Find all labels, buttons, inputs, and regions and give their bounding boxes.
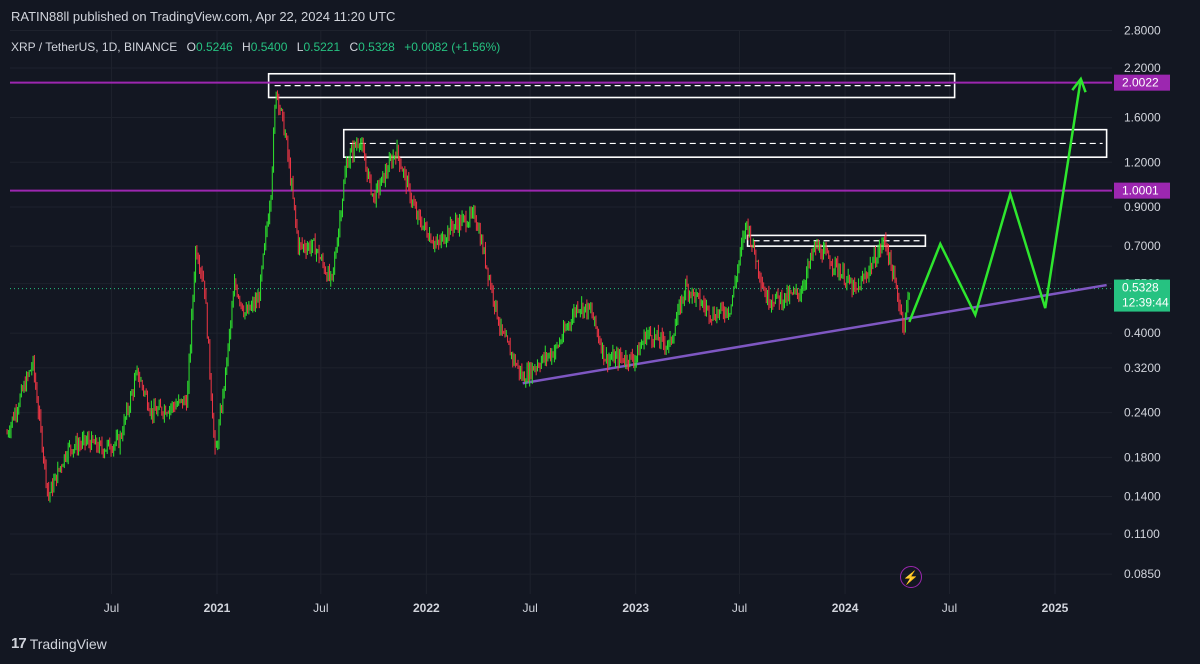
tradingview-logo-icon: 17 xyxy=(11,635,27,652)
y-tick-label: 0.2400 xyxy=(1124,406,1161,420)
projection-zigzag xyxy=(908,78,1083,323)
x-tick-label: 2022 xyxy=(413,601,440,615)
projection-path xyxy=(908,76,1087,323)
close-label: C xyxy=(349,40,359,54)
last-price-text: 0.5328 xyxy=(1122,281,1159,295)
resistance-box xyxy=(746,234,927,247)
resistance-box xyxy=(267,72,956,99)
time-axis[interactable]: Jul 2021 Jul 2022 Jul 2023 Jul 2024 Jul 2025 xyxy=(104,601,1069,615)
level-price-text: 1.0001 xyxy=(1122,184,1159,198)
horizontal-levels xyxy=(10,81,1112,290)
countdown-text: 12:39:44 xyxy=(1122,296,1169,310)
y-tick-label: 1.2000 xyxy=(1124,155,1161,169)
lightning-icon[interactable]: ⚡ xyxy=(900,566,922,588)
y-tick-label: 0.1800 xyxy=(1124,450,1161,464)
last-price-tag xyxy=(1114,279,1170,312)
symbol-label: XRP / TetherUS, 1D, BINANCE xyxy=(11,40,178,54)
y-tick-label: 0.3200 xyxy=(1124,361,1161,375)
high-label: H xyxy=(242,40,251,54)
x-tick-label: Jul xyxy=(732,601,747,615)
change-value: +0.0082 (+1.56%) xyxy=(404,40,501,54)
open-value: 0.5246 xyxy=(195,40,233,54)
y-tick-label: 0.0850 xyxy=(1124,567,1161,581)
tradingview-brand: TradingView xyxy=(29,635,107,652)
x-tick-label: 2023 xyxy=(622,601,649,615)
x-tick-label: Jul xyxy=(313,601,328,615)
x-tick-label: Jul xyxy=(523,601,538,615)
low-label: L xyxy=(296,40,304,54)
publisher-line: RATIN88ll published on TradingView.com, … xyxy=(11,9,396,24)
x-tick-label: Jul xyxy=(104,601,119,615)
x-tick-label: 2021 xyxy=(204,601,231,615)
open-label: O xyxy=(186,40,196,54)
x-tick-label: Jul xyxy=(942,601,957,615)
projection-arrowhead xyxy=(1071,76,1087,93)
high-value: 0.5400 xyxy=(250,40,288,54)
y-tick-label: 0.1100 xyxy=(1124,527,1160,541)
low-value: 0.5221 xyxy=(303,40,341,54)
level-price-tag xyxy=(1114,74,1170,91)
y-tick-label: 0.4000 xyxy=(1124,326,1161,340)
y-tick-label: 1.6000 xyxy=(1124,111,1161,125)
level-price-text: 2.0022 xyxy=(1122,76,1159,90)
y-tick-label: 2.2000 xyxy=(1124,61,1161,75)
close-value: 0.5328 xyxy=(358,40,395,54)
y-tick-label: 0.9000 xyxy=(1124,200,1161,214)
y-tick-label: 2.8000 xyxy=(1124,23,1161,37)
y-tick-label: 0.1400 xyxy=(1124,489,1161,503)
x-tick-label: 2025 xyxy=(1042,601,1069,615)
resistance-box xyxy=(342,128,1108,158)
y-tick-label: 0.7000 xyxy=(1124,239,1161,253)
candles xyxy=(6,90,910,503)
symbol-ohlc-legend: XRP / TetherUS, 1D, BINANCE O0.5246 H0.5… xyxy=(11,40,500,54)
level-price-tag xyxy=(1114,182,1170,199)
chart-grid xyxy=(10,29,1112,594)
support-trendline xyxy=(522,283,1107,385)
trendline-layer xyxy=(522,283,1107,385)
tradingview-footer[interactable]: 17 TradingView xyxy=(11,635,107,652)
x-tick-label: 2024 xyxy=(832,601,859,615)
resistance-boxes xyxy=(267,72,1108,247)
